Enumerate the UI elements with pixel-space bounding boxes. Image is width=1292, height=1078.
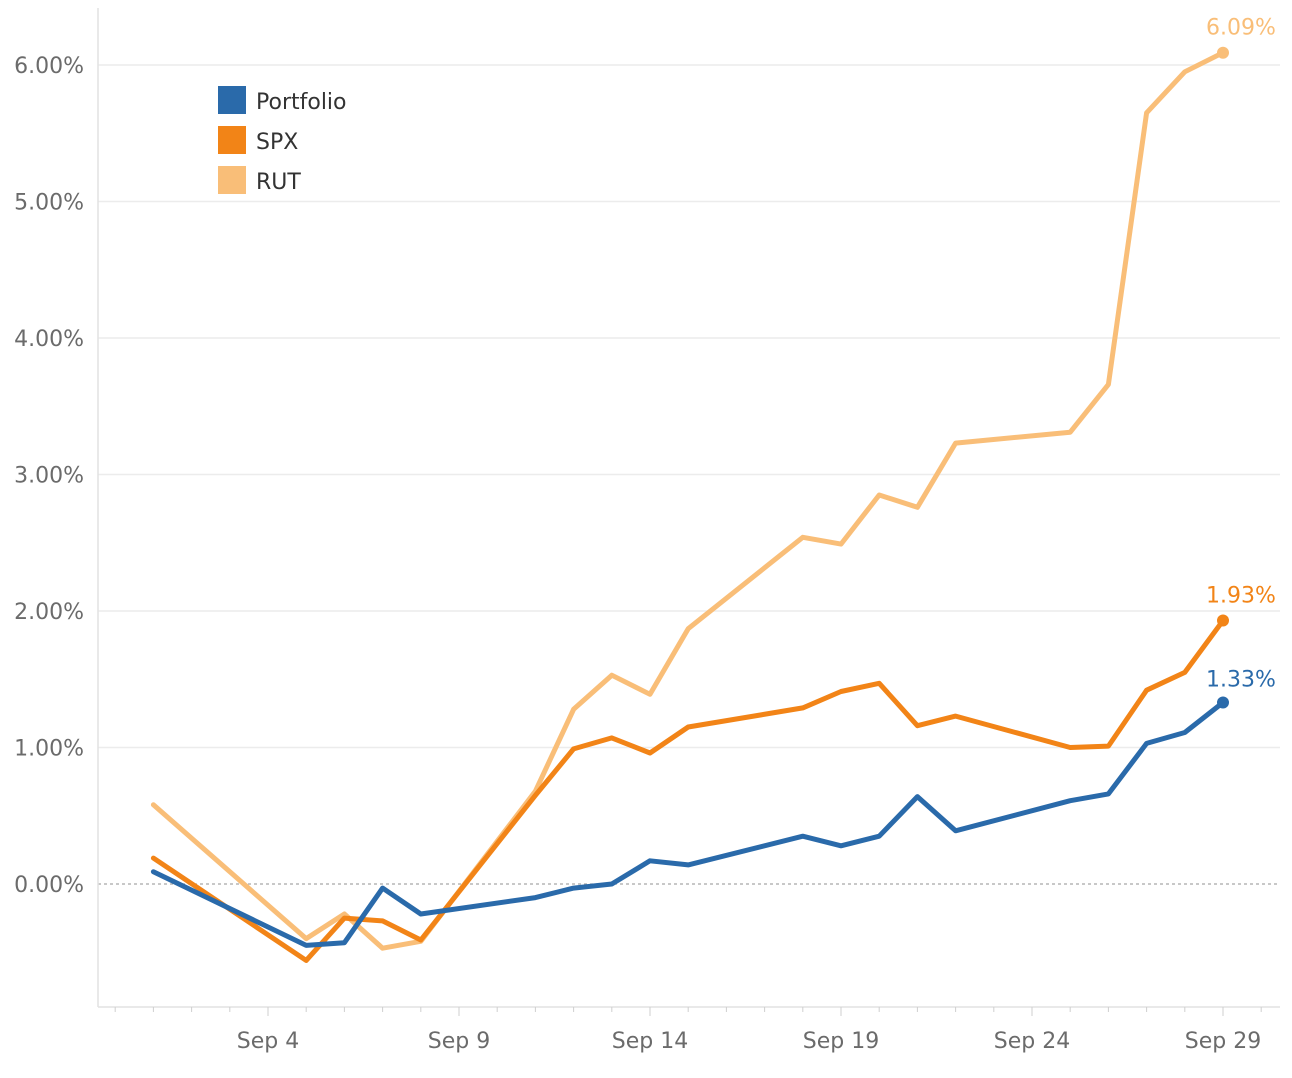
end-marker-spx	[1217, 614, 1229, 627]
legend[interactable]: Portfolio SPX RUT	[218, 86, 347, 195]
series-line-spx	[150, 618, 1226, 963]
legend-label-portfolio: Portfolio	[256, 90, 347, 115]
end-label-spx: 1.93%	[1206, 584, 1276, 609]
axes: 0.00% 1.00% 2.00% 3.00% 4.00% 5.00% 6.00% Sep 4…	[14, 8, 1280, 1054]
legend-label-spx: SPX	[256, 130, 298, 155]
x-tick-label: Sep 24	[994, 1029, 1070, 1054]
legend-item-portfolio[interactable]: Portfolio	[218, 86, 347, 115]
end-marker-rut	[1217, 46, 1229, 59]
y-tick-label: 0.00%	[14, 873, 84, 898]
x-tick-label: Sep 14	[612, 1029, 688, 1054]
end-label-portfolio: 1.33%	[1206, 667, 1276, 692]
y-tick-label: 1.00%	[14, 737, 84, 762]
x-tick-label: Sep 29	[1185, 1029, 1261, 1054]
end-marker-portfolio	[1217, 696, 1229, 709]
end-labels: 6.09% 1.93% 1.33%	[1206, 16, 1276, 709]
x-tick-label: Sep 9	[428, 1029, 490, 1054]
y-tick-label: 2.00%	[14, 600, 84, 625]
legend-swatch-rut	[218, 166, 246, 194]
y-tick-label: 6.00%	[14, 54, 84, 79]
x-tick-label: Sep 4	[237, 1029, 299, 1054]
legend-item-spx[interactable]: SPX	[218, 126, 298, 155]
gridlines	[98, 64, 1280, 885]
end-label-rut: 6.09%	[1206, 16, 1276, 41]
legend-item-rut[interactable]: RUT	[218, 166, 301, 195]
legend-label-rut: RUT	[256, 170, 301, 195]
x-tick-label: Sep 19	[803, 1029, 879, 1054]
y-tick-label: 4.00%	[14, 327, 84, 352]
y-tick-label: 3.00%	[14, 464, 84, 489]
series-lines	[150, 50, 1226, 963]
series-line-rut	[150, 50, 1226, 951]
legend-swatch-portfolio	[218, 86, 246, 114]
y-tick-label: 5.00%	[14, 191, 84, 216]
legend-swatch-spx	[218, 126, 246, 154]
series-line-portfolio	[150, 700, 1226, 948]
